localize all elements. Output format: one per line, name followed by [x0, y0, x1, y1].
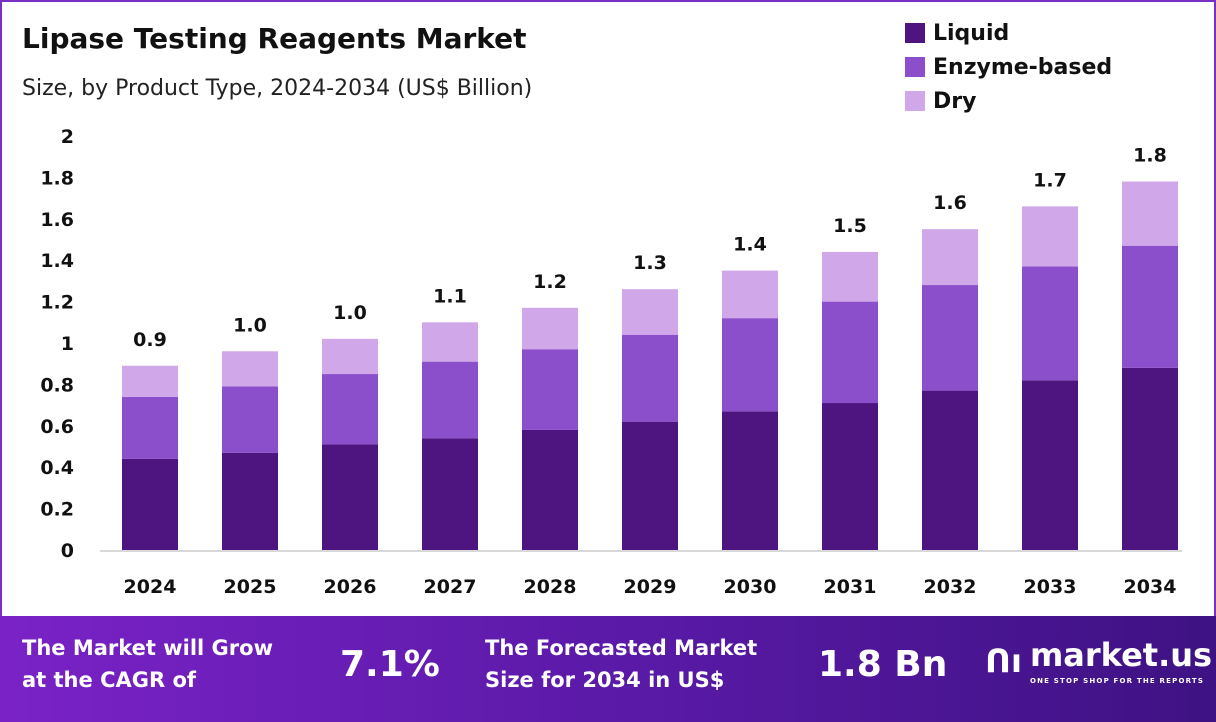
y-tick-label: 0.8 [40, 374, 74, 396]
logo-text: market.us ONE STOP SHOP FOR THE REPORTS [1030, 636, 1212, 685]
footer-banner: The Market will Grow at the CAGR of 7.1% … [0, 616, 1216, 722]
bar-segment-enzyme-based-2033 [1022, 266, 1078, 381]
chart-frame [0, 0, 1216, 616]
chart-subtitle: Size, by Product Type, 2024-2034 (US$ Bi… [22, 76, 533, 101]
market-us-logo: ᑎı market.us ONE STOP SHOP FOR THE REPOR… [985, 636, 1212, 685]
bar-segment-liquid-2027 [422, 438, 478, 550]
bar-segment-enzyme-based-2032 [922, 285, 978, 391]
bar-segment-dry-2033 [1022, 206, 1078, 267]
x-tick-label: 2030 [724, 576, 777, 598]
total-label-2033: 1.7 [1033, 169, 1067, 191]
bar-segment-liquid-2024 [122, 458, 178, 550]
bar-segment-dry-2028 [522, 307, 578, 350]
total-label-2026: 1.0 [333, 302, 367, 324]
bar-segment-dry-2026 [322, 338, 378, 375]
bar-segment-dry-2030 [722, 270, 778, 319]
total-label-2028: 1.2 [533, 271, 567, 293]
x-tick-label: 2033 [1024, 576, 1077, 598]
bar-segment-dry-2032 [922, 229, 978, 286]
x-tick-label: 2032 [924, 576, 977, 598]
legend-label: Liquid [933, 20, 1010, 46]
logo-icon: ᑎı [985, 641, 1022, 680]
total-label-2027: 1.1 [433, 285, 467, 307]
bar-segment-enzyme-based-2027 [422, 361, 478, 439]
y-tick-label: 0.6 [40, 416, 74, 438]
cagr-value: 7.1% [340, 644, 440, 685]
bar-segment-enzyme-based-2024 [122, 396, 178, 459]
bar-segment-dry-2034 [1122, 181, 1178, 246]
bar-segment-liquid-2028 [522, 429, 578, 550]
bar-segment-liquid-2025 [222, 452, 278, 550]
y-tick-label: 1.4 [40, 250, 74, 272]
y-tick-label: 0 [61, 540, 74, 562]
forecast-label: The Forecasted Market Size for 2034 in US… [485, 632, 757, 696]
bar-segment-liquid-2026 [322, 444, 378, 550]
bar-segment-enzyme-based-2025 [222, 386, 278, 453]
legend-item-liquid: Liquid [905, 16, 1112, 50]
total-label-2032: 1.6 [933, 192, 967, 214]
x-tick-label: 2024 [124, 576, 177, 598]
logo-tagline: ONE STOP SHOP FOR THE REPORTS [1029, 677, 1205, 685]
legend-label: Dry [933, 88, 977, 114]
bar-segment-enzyme-based-2029 [622, 334, 678, 422]
bar-segment-dry-2029 [622, 289, 678, 335]
bar-segment-enzyme-based-2034 [1122, 245, 1178, 368]
bar-segment-liquid-2032 [922, 390, 978, 550]
y-tick-label: 0.4 [40, 457, 74, 479]
total-label-2031: 1.5 [833, 215, 867, 237]
total-label-2030: 1.4 [733, 234, 767, 256]
y-tick-label: 1.2 [40, 292, 74, 314]
bar-segment-dry-2025 [222, 351, 278, 387]
bar-segment-liquid-2029 [622, 421, 678, 550]
total-label-2029: 1.3 [633, 252, 667, 274]
forecast-value: 1.8 Bn [818, 644, 948, 685]
forecast-label-line: Size for 2034 in US$ [485, 668, 725, 692]
x-tick-label: 2025 [224, 576, 277, 598]
total-label-2025: 1.0 [233, 314, 267, 336]
total-label-2024: 0.9 [133, 329, 167, 351]
legend-item-dry: Dry [905, 84, 1112, 118]
legend-swatch [905, 23, 925, 43]
cagr-label-line: The Market will Grow [22, 636, 273, 660]
y-tick-label: 1.8 [40, 167, 74, 189]
logo-name: market.us [1029, 636, 1213, 674]
bar-chart: 0 0.2 0.4 0.6 0.8 1 1.2 1.4 1.6 1.8 2 0.9 2024 1.0 202… [40, 126, 1182, 598]
y-tick-label: 1 [61, 333, 74, 355]
bar-segment-enzyme-based-2031 [822, 301, 878, 404]
bar-segment-dry-2027 [422, 322, 478, 362]
legend-swatch [905, 91, 925, 111]
x-tick-label: 2034 [1124, 576, 1177, 598]
bar-segment-enzyme-based-2030 [722, 318, 778, 412]
x-tick-label: 2027 [424, 576, 477, 598]
x-tick-label: 2029 [624, 576, 677, 598]
total-label-2034: 1.8 [1133, 145, 1167, 167]
legend-swatch [905, 57, 925, 77]
forecast-label-line: The Forecasted Market [485, 636, 758, 660]
bar-segment-dry-2031 [822, 251, 878, 302]
legend-item-enzyme-based: Enzyme-based [905, 50, 1112, 84]
y-tick-label: 0.2 [40, 499, 74, 521]
bar-segment-enzyme-based-2026 [322, 374, 378, 445]
cagr-label: The Market will Grow at the CAGR of [22, 632, 273, 696]
y-tick-label: 2 [61, 126, 74, 148]
legend: Liquid Enzyme-based Dry [905, 16, 1112, 118]
x-tick-label: 2026 [324, 576, 377, 598]
bar-segment-enzyme-based-2028 [522, 349, 578, 430]
y-tick-label: 1.6 [40, 209, 74, 231]
x-tick-label: 2031 [824, 576, 877, 598]
x-tick-label: 2028 [524, 576, 577, 598]
bar-segment-liquid-2030 [722, 411, 778, 550]
legend-label: Enzyme-based [933, 54, 1113, 80]
cagr-label-line: at the CAGR of [22, 668, 197, 692]
bar-segment-liquid-2031 [822, 403, 878, 550]
bar-segment-dry-2024 [122, 365, 178, 397]
bar-segment-liquid-2033 [1022, 380, 1078, 550]
bar-segment-liquid-2034 [1122, 367, 1178, 550]
chart-title: Lipase Testing Reagents Market [22, 22, 527, 55]
